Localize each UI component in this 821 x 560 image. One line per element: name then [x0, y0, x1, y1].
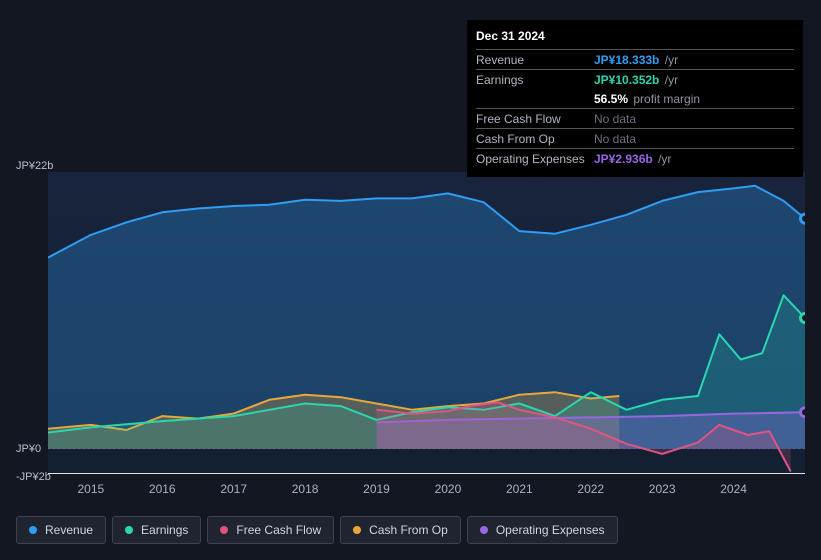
y-axis-label-zero: JP¥0 [16, 443, 41, 455]
x-axis-label: 2020 [435, 482, 462, 496]
legend-label: Cash From Op [369, 523, 448, 537]
legend-button-earnings[interactable]: Earnings [112, 516, 201, 544]
legend-button-opex[interactable]: Operating Expenses [467, 516, 618, 544]
x-axis-label: 2021 [506, 482, 533, 496]
tooltip-row-opex: Operating Expenses JP¥2.936b /yr [476, 148, 794, 168]
tooltip-date: Dec 31 2024 [476, 26, 794, 49]
x-axis-label: 2016 [149, 482, 176, 496]
tooltip-label: Revenue [476, 53, 594, 67]
chart-tooltip: Dec 31 2024 Revenue JP¥18.333b /yr Earni… [467, 20, 803, 177]
y-axis-label-bottom: -JP¥2b [16, 471, 51, 483]
chart-svg [48, 172, 805, 474]
legend-button-fcf[interactable]: Free Cash Flow [207, 516, 334, 544]
tooltip-value-opex: JP¥2.936b [594, 152, 653, 166]
x-axis-label: 2018 [292, 482, 319, 496]
legend-dot-icon [220, 526, 228, 534]
legend-button-cfo[interactable]: Cash From Op [340, 516, 461, 544]
tooltip-value-earnings: JP¥10.352b [594, 73, 659, 87]
x-axis-label: 2017 [220, 482, 247, 496]
legend-button-revenue[interactable]: Revenue [16, 516, 106, 544]
legend-label: Earnings [141, 523, 188, 537]
chart-plot[interactable]: JP¥22b JP¥0 -JP¥2b [16, 172, 805, 474]
x-axis-label: 2022 [577, 482, 604, 496]
tooltip-label: Operating Expenses [476, 152, 594, 166]
legend-dot-icon [125, 526, 133, 534]
x-axis-label: 2015 [77, 482, 104, 496]
x-axis-label: 2019 [363, 482, 390, 496]
tooltip-label: Free Cash Flow [476, 112, 594, 126]
legend-label: Free Cash Flow [236, 523, 321, 537]
x-axis-label: 2024 [720, 482, 747, 496]
legend-dot-icon [480, 526, 488, 534]
tooltip-label: Earnings [476, 73, 594, 87]
x-axis-labels: 2015 2016 2017 2018 2019 2020 2021 2022 2023 2024 [48, 482, 805, 502]
tooltip-row-revenue: Revenue JP¥18.333b /yr [476, 49, 794, 69]
tooltip-row-fcf: Free Cash Flow No data [476, 108, 794, 128]
tooltip-row-margin: 56.5% profit margin [476, 89, 794, 108]
legend-dot-icon [29, 526, 37, 534]
tooltip-row-earnings: Earnings JP¥10.352b /yr [476, 69, 794, 89]
tooltip-label: Cash From Op [476, 132, 594, 146]
legend-label: Revenue [45, 523, 93, 537]
tooltip-value-revenue: JP¥18.333b [594, 53, 659, 67]
legend-dot-icon [353, 526, 361, 534]
tooltip-row-cfo: Cash From Op No data [476, 128, 794, 148]
legend-label: Operating Expenses [496, 523, 605, 537]
y-axis-label-top: JP¥22b [16, 160, 53, 172]
chart-legend: Revenue Earnings Free Cash Flow Cash Fro… [16, 516, 618, 544]
x-axis-label: 2023 [649, 482, 676, 496]
tooltip-value-margin: 56.5% [594, 92, 628, 106]
